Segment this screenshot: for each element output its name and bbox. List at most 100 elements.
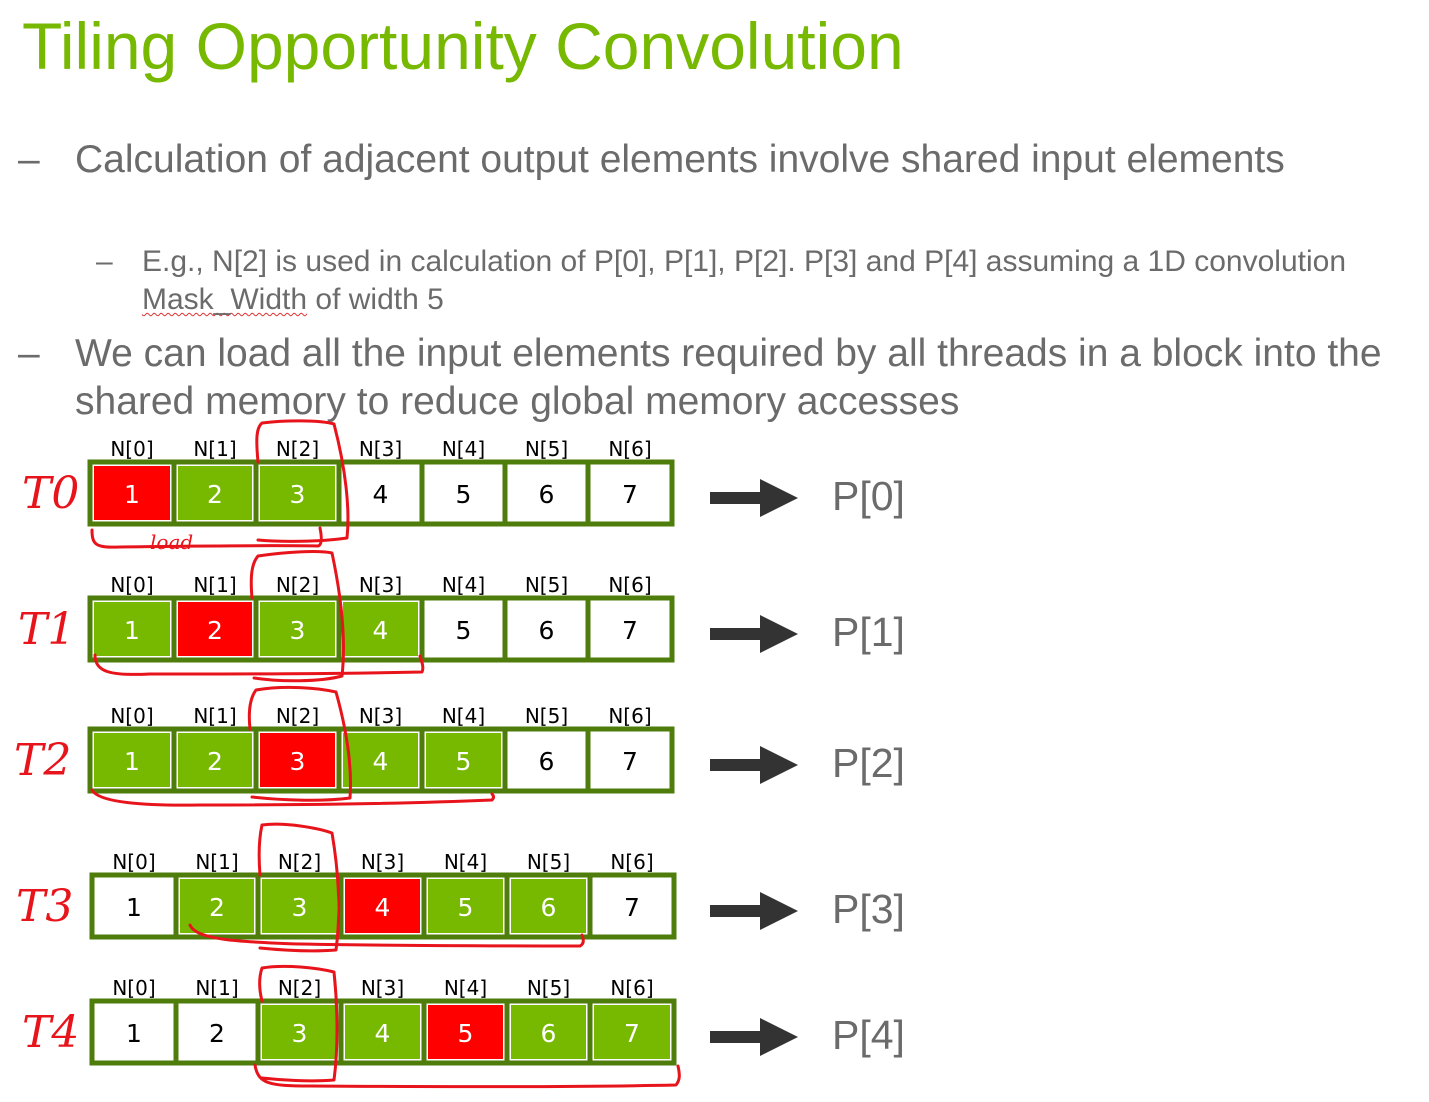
cell-value: 2 bbox=[207, 747, 223, 776]
ink-stroke bbox=[188, 923, 585, 948]
cell-value: 5 bbox=[458, 893, 474, 922]
arrow-shaft bbox=[710, 905, 762, 917]
cell-red bbox=[178, 602, 252, 656]
output-label: P[4] bbox=[832, 1012, 905, 1058]
cell-green bbox=[343, 602, 418, 656]
cell-value: 5 bbox=[456, 747, 472, 776]
cell-white bbox=[592, 466, 668, 520]
cell-white bbox=[96, 1005, 172, 1059]
cell-green bbox=[180, 879, 254, 933]
cell-white bbox=[592, 733, 668, 787]
thread-label: T3 bbox=[16, 881, 73, 932]
cell-value: 7 bbox=[622, 747, 638, 776]
sub-bullet-text-before: E.g., N[2] is used in calculation of P[0… bbox=[142, 245, 1346, 278]
thread-row-2: 1 N[0] 2 N[1] 3 N[2] 4 N[3] 5 N[4] 6 N[5] 7 N[6] T2 P[2… bbox=[14, 704, 905, 794]
arrow-shaft bbox=[710, 628, 762, 640]
column-header: N[5] bbox=[527, 850, 570, 874]
column-header: N[6] bbox=[608, 704, 651, 728]
column-header: N[1] bbox=[195, 976, 238, 1000]
column-header: N[6] bbox=[608, 437, 651, 461]
column-header: N[1] bbox=[195, 850, 238, 874]
cell-green bbox=[426, 733, 501, 787]
column-header: N[3] bbox=[361, 850, 404, 874]
column-header: N[2] bbox=[276, 437, 319, 461]
thread-label: T1 bbox=[18, 604, 75, 655]
cell-green bbox=[262, 1005, 337, 1059]
cell-value: 1 bbox=[124, 616, 140, 645]
cell-white bbox=[426, 466, 501, 520]
cell-white bbox=[592, 602, 668, 656]
cell-value: 3 bbox=[290, 747, 306, 776]
column-header: N[0] bbox=[110, 437, 153, 461]
handwritten-annotations: load bbox=[90, 419, 681, 1089]
cell-green bbox=[345, 1005, 420, 1059]
cell-value: 5 bbox=[458, 1019, 474, 1048]
output-label: P[1] bbox=[832, 609, 905, 655]
arrow-head-icon bbox=[760, 746, 798, 784]
cell-value: 3 bbox=[290, 480, 306, 509]
column-header: N[5] bbox=[525, 573, 568, 597]
ink-stroke bbox=[253, 1063, 681, 1089]
column-header: N[5] bbox=[525, 437, 568, 461]
sub-bullet-text: E.g., N[2] is used in calculation of P[0… bbox=[142, 243, 1416, 319]
slide-title: Tiling Opportunity Convolution bbox=[22, 9, 904, 83]
ink-stroke bbox=[257, 822, 341, 953]
cell-red bbox=[428, 1005, 503, 1059]
thread-row-1: 1 N[0] 2 N[1] 3 N[2] 4 N[3] 5 N[4] 6 N[5] 7 N[6] T1 P[1… bbox=[18, 573, 905, 663]
column-header: N[3] bbox=[359, 573, 402, 597]
cell-green bbox=[511, 879, 586, 933]
cell-red bbox=[260, 733, 335, 787]
bullet-text: Calculation of adjacent output elements … bbox=[75, 138, 1285, 181]
sub-bullet-dash: – bbox=[96, 245, 113, 278]
cell-value: 2 bbox=[209, 1019, 225, 1048]
arrow-head-icon bbox=[760, 479, 798, 517]
cell-value: 6 bbox=[541, 1019, 557, 1048]
arrow-shaft bbox=[710, 1031, 762, 1043]
column-header: N[2] bbox=[278, 850, 321, 874]
ink-stroke bbox=[249, 550, 346, 683]
cell-value: 2 bbox=[207, 616, 223, 645]
column-header: N[0] bbox=[110, 573, 153, 597]
cell-white bbox=[509, 733, 584, 787]
ink-stroke bbox=[255, 419, 350, 543]
column-header: N[3] bbox=[359, 437, 402, 461]
ink-stroke bbox=[247, 685, 352, 802]
bullet-dash: – bbox=[18, 138, 40, 181]
bullet-2: – We can load all the input elements req… bbox=[18, 330, 1418, 426]
load-annotation: load bbox=[150, 530, 193, 554]
cell-value: 3 bbox=[290, 616, 306, 645]
cell-green bbox=[260, 602, 335, 656]
arrow-head-icon bbox=[760, 615, 798, 653]
cell-red bbox=[94, 466, 170, 520]
cell-value: 6 bbox=[539, 747, 555, 776]
cell-value: 4 bbox=[375, 1019, 391, 1048]
column-header: N[4] bbox=[444, 976, 487, 1000]
column-header: N[1] bbox=[193, 573, 236, 597]
cell-value: 1 bbox=[124, 747, 140, 776]
mask-width-term: Mask_Width bbox=[142, 283, 308, 316]
cell-value: 7 bbox=[622, 616, 638, 645]
column-header: N[0] bbox=[112, 976, 155, 1000]
cell-white bbox=[509, 466, 584, 520]
thread-row-3: 1 N[0] 2 N[1] 3 N[2] 4 N[3] 5 N[4] 6 N[5] 7 N[6] T3 P[3… bbox=[16, 850, 905, 940]
column-header: N[4] bbox=[442, 704, 485, 728]
cell-green bbox=[94, 602, 170, 656]
cell-value: 2 bbox=[207, 480, 223, 509]
column-header: N[4] bbox=[444, 850, 487, 874]
cell-value: 4 bbox=[373, 616, 389, 645]
cell-green bbox=[94, 733, 170, 787]
output-label: P[2] bbox=[832, 740, 905, 786]
column-header: N[1] bbox=[193, 704, 236, 728]
column-header: N[2] bbox=[278, 976, 321, 1000]
arrow-head-icon bbox=[760, 892, 798, 930]
arrow-shaft bbox=[710, 492, 762, 504]
output-label: P[0] bbox=[832, 473, 905, 519]
cell-white bbox=[96, 879, 172, 933]
column-header: N[6] bbox=[610, 850, 653, 874]
cell-value: 4 bbox=[373, 480, 389, 509]
cell-value: 4 bbox=[375, 893, 391, 922]
cell-value: 3 bbox=[292, 893, 308, 922]
cell-white bbox=[180, 1005, 254, 1059]
cell-green bbox=[594, 1005, 670, 1059]
